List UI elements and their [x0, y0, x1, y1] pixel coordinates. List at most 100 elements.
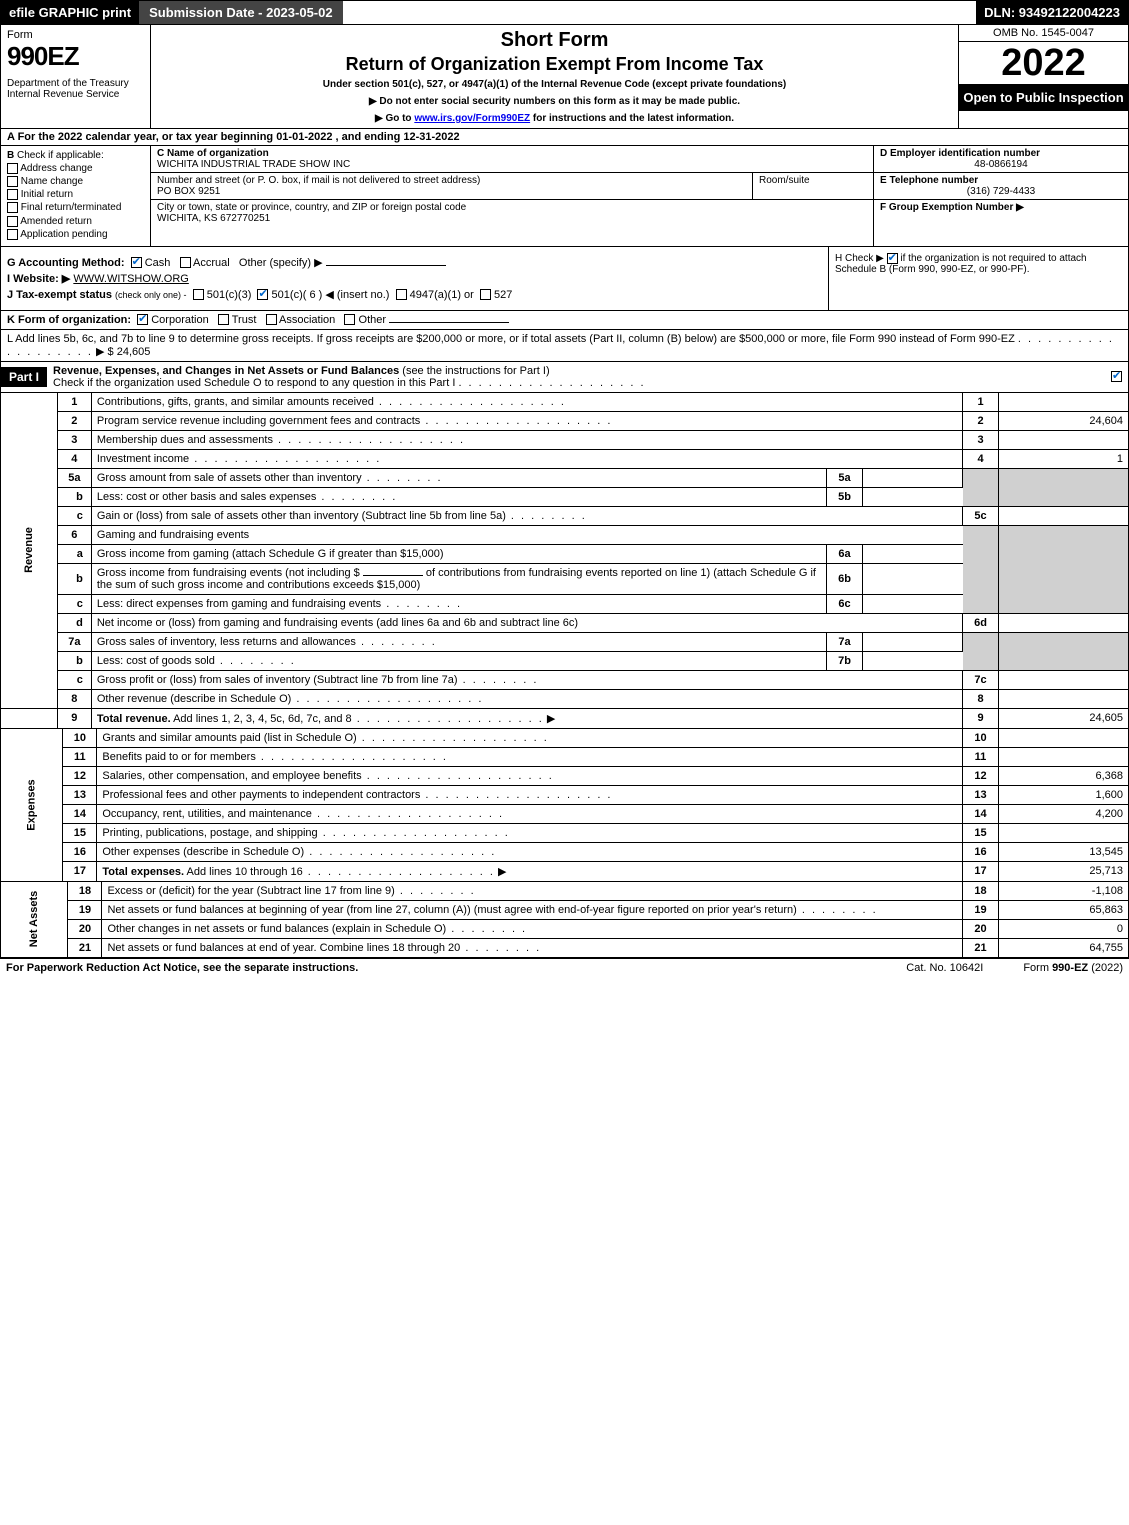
- chk-amended-return[interactable]: Amended return: [7, 216, 144, 227]
- chk-initial-return[interactable]: Initial return: [7, 189, 144, 200]
- col-c: C Name of organization WICHITA INDUSTRIA…: [151, 146, 873, 246]
- l7a-desc: Gross sales of inventory, less returns a…: [91, 632, 826, 651]
- l6a-mval: [863, 544, 963, 563]
- b-check-text: Check if applicable:: [17, 150, 104, 161]
- netassets-table: Net Assets 18 Excess or (deficit) for th…: [0, 882, 1129, 958]
- l12-no: 12: [63, 766, 97, 785]
- l2-no: 2: [57, 411, 91, 430]
- l9-rval: 24,605: [999, 708, 1129, 728]
- l14-no: 14: [63, 804, 97, 823]
- l16-desc: Other expenses (describe in Schedule O): [97, 842, 963, 861]
- l13-rval: 1,600: [999, 785, 1129, 804]
- chk-address-change[interactable]: Address change: [7, 163, 144, 174]
- chk-accrual[interactable]: [180, 257, 191, 268]
- chk-final-return[interactable]: Final return/terminated: [7, 202, 144, 213]
- l5b-desc: Less: cost or other basis and sales expe…: [91, 487, 826, 506]
- l7a-no: 7a: [57, 632, 91, 651]
- l21-rlab: 21: [963, 938, 999, 957]
- l6b-desc: Gross income from fundraising events (no…: [91, 563, 826, 594]
- chk-name-change[interactable]: Name change: [7, 176, 144, 187]
- col-def: D Employer identification number 48-0866…: [873, 146, 1128, 246]
- j-opt1: 501(c)(3): [207, 289, 252, 301]
- l5a-desc: Gross amount from sale of assets other t…: [91, 468, 826, 487]
- l-arrow: ▶ $: [96, 346, 114, 358]
- chk-corporation[interactable]: [137, 314, 148, 325]
- l1-rval: [999, 393, 1129, 412]
- expenses-table: Expenses 10 Grants and similar amounts p…: [0, 729, 1129, 882]
- expenses-side-label: Expenses: [1, 729, 63, 882]
- chk-h[interactable]: [887, 253, 898, 264]
- l6b-blank[interactable]: [363, 575, 423, 576]
- l7a-mval: [863, 632, 963, 651]
- h-block: H Check ▶ if the organization is not req…: [828, 247, 1128, 310]
- l5a-no: 5a: [57, 468, 91, 487]
- l6c-desc: Less: direct expenses from gaming and fu…: [91, 594, 826, 613]
- i-value: WWW.WITSHOW.ORG: [73, 273, 188, 285]
- l7c-rval: [999, 670, 1129, 689]
- chk-other-org[interactable]: [344, 314, 355, 325]
- tax-year: 2022: [959, 42, 1128, 84]
- l7a-mlab: 7a: [827, 632, 863, 651]
- l14-rlab: 14: [963, 804, 999, 823]
- l6b-desc1: Gross income from fundraising events (no…: [97, 567, 360, 579]
- g-cash: Cash: [145, 257, 171, 269]
- l6c-mlab: 6c: [827, 594, 863, 613]
- l18-rval: -1,108: [999, 882, 1129, 901]
- chk-501c3[interactable]: [193, 289, 204, 300]
- l-text: L Add lines 5b, 6c, and 7b to line 9 to …: [7, 333, 1015, 345]
- irs-link[interactable]: www.irs.gov/Form990EZ: [414, 113, 530, 124]
- form-header: Form 990EZ Department of the Treasury In…: [0, 25, 1129, 129]
- l19-rlab: 19: [963, 900, 999, 919]
- g-label: G Accounting Method:: [7, 257, 125, 269]
- chk-trust[interactable]: [218, 314, 229, 325]
- l11-no: 11: [63, 747, 97, 766]
- l6d-rlab: 6d: [963, 613, 999, 632]
- l15-rval: [999, 823, 1129, 842]
- k-label: K Form of organization:: [7, 314, 131, 326]
- l10-desc: Grants and similar amounts paid (list in…: [97, 729, 963, 748]
- l20-rlab: 20: [963, 919, 999, 938]
- l6d-rval: [999, 613, 1129, 632]
- k-assoc: Association: [279, 314, 335, 326]
- part1-check-text: Check if the organization used Schedule …: [53, 377, 455, 389]
- k-other-input[interactable]: [389, 322, 509, 323]
- l6d-no: d: [57, 613, 91, 632]
- efile-label: efile GRAPHIC print: [1, 1, 139, 24]
- l4-desc: Investment income: [91, 449, 962, 468]
- chk-4947[interactable]: [396, 289, 407, 300]
- l5c-no: c: [57, 506, 91, 525]
- l7b-mval: [863, 651, 963, 670]
- l12-rval: 6,368: [999, 766, 1129, 785]
- chk-part1-schedule-o[interactable]: [1111, 371, 1122, 382]
- l1-rlab: 1: [963, 393, 999, 412]
- l13-rlab: 13: [963, 785, 999, 804]
- bullet-goto: ▶ Go to www.irs.gov/Form990EZ for instru…: [159, 113, 950, 124]
- l7c-desc: Gross profit or (loss) from sales of inv…: [91, 670, 962, 689]
- l6b-mlab: 6b: [827, 563, 863, 594]
- title-return: Return of Organization Exempt From Incom…: [159, 54, 950, 75]
- rev-corner: [1, 708, 58, 728]
- c-street-cell: Number and street (or P. O. box, if mail…: [151, 173, 753, 199]
- l18-no: 18: [68, 882, 102, 901]
- page-footer: For Paperwork Reduction Act Notice, see …: [0, 958, 1129, 977]
- g-other-input[interactable]: [326, 265, 446, 266]
- chk-application-pending[interactable]: Application pending: [7, 229, 144, 240]
- row-k: K Form of organization: Corporation Trus…: [0, 311, 1129, 330]
- chk-cash[interactable]: [131, 257, 142, 268]
- l17-no: 17: [63, 861, 97, 881]
- chk-501c[interactable]: [257, 289, 268, 300]
- chk-527[interactable]: [480, 289, 491, 300]
- l15-rlab: 15: [963, 823, 999, 842]
- l17-rlab: 17: [963, 861, 999, 881]
- c-name-label: C Name of organization: [157, 148, 867, 159]
- l2-desc: Program service revenue including govern…: [91, 411, 962, 430]
- l18-rlab: 18: [963, 882, 999, 901]
- l5b-no: b: [57, 487, 91, 506]
- l1-desc: Contributions, gifts, grants, and simila…: [91, 393, 962, 412]
- c-street-value: PO BOX 9251: [157, 186, 746, 197]
- col-b: B Check if applicable: Address change Na…: [1, 146, 151, 246]
- e-phone-cell: E Telephone number (316) 729-4433: [874, 173, 1128, 200]
- chk-association[interactable]: [266, 314, 277, 325]
- footer-right-pre: Form: [1023, 962, 1052, 974]
- i-website: I Website: ▶ WWW.WITSHOW.ORG: [7, 272, 822, 285]
